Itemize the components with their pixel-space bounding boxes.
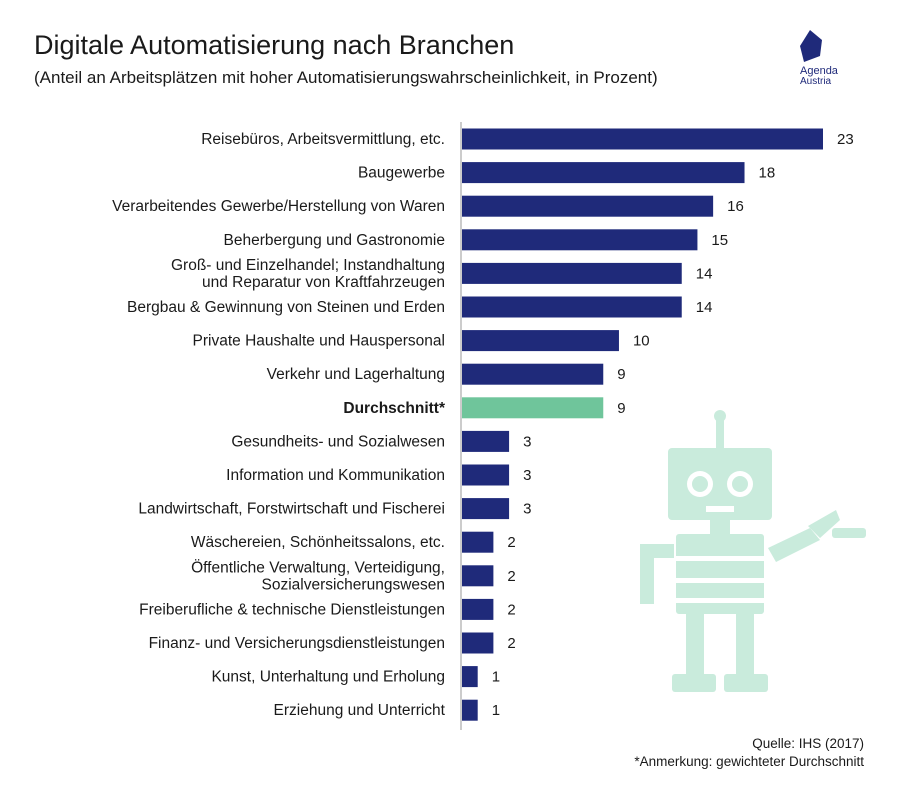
category-label: Wäschereien, Schönheitssalons, etc. — [191, 534, 445, 551]
bar-value-label: 15 — [711, 232, 728, 249]
bar-value-label: 18 — [759, 165, 776, 182]
bar — [462, 296, 682, 318]
agenda-austria-logo: Agenda Austria — [798, 26, 878, 87]
category-label-line: Beherbergung und Gastronomie — [224, 232, 445, 249]
category-label-line: Information und Kommunikation — [226, 467, 445, 484]
category-label: Verarbeitendes Gewerbe/Herstellung von W… — [112, 198, 445, 215]
category-label-line: Öffentliche Verwaltung, Verteidigung, — [191, 558, 445, 576]
bar-value-label: 1 — [492, 669, 500, 686]
bar — [462, 430, 510, 452]
bar-value-label: 1 — [492, 702, 500, 719]
category-label: Finanz- und Versicherungsdienstleistunge… — [149, 635, 445, 652]
bar-value-label: 3 — [523, 501, 531, 518]
bar — [462, 464, 510, 486]
bar — [462, 195, 714, 217]
category-label: Baugewerbe — [358, 165, 445, 182]
bar-value-label: 9 — [617, 400, 625, 417]
category-label: Freiberufliche & technische Dienstleistu… — [139, 601, 445, 618]
bar-value-label: 23 — [837, 131, 854, 148]
category-label: Reisebüros, Arbeitsvermittlung, etc. — [201, 131, 445, 148]
bar — [462, 531, 494, 553]
bar — [462, 363, 604, 385]
bar — [462, 632, 494, 654]
bar-value-label: 2 — [507, 601, 515, 618]
bar-value-label: 2 — [507, 568, 515, 585]
bar-value-label: 9 — [617, 366, 625, 383]
category-label-line: Reisebüros, Arbeitsvermittlung, etc. — [201, 131, 445, 148]
bar-value-label: 3 — [523, 433, 531, 450]
category-label: Bergbau & Gewinnung von Steinen und Erde… — [127, 299, 445, 316]
category-label: Erziehung und Unterricht — [274, 702, 446, 719]
footnote: *Anmerkung: gewichteter Durchschnitt — [634, 754, 864, 769]
category-label: Beherbergung und Gastronomie — [224, 232, 445, 249]
bar — [462, 330, 619, 352]
category-label-line: Landwirtschaft, Forstwirtschaft und Fisc… — [138, 501, 445, 518]
category-label-line: Durchschnitt* — [343, 400, 446, 417]
bar-value-label: 10 — [633, 333, 650, 350]
category-label-line: Verarbeitendes Gewerbe/Herstellung von W… — [112, 198, 445, 215]
category-label-line: und Reparatur von Kraftfahrzeugen — [202, 274, 445, 291]
category-label: Verkehr und Lagerhaltung — [267, 366, 445, 383]
category-label-line: Erziehung und Unterricht — [274, 702, 446, 719]
bar-value-label: 16 — [727, 198, 744, 215]
category-label-line: Verkehr und Lagerhaltung — [267, 366, 445, 383]
chart-subtitle: (Anteil an Arbeitsplätzen mit hoher Auto… — [34, 68, 658, 87]
bar — [462, 162, 745, 184]
category-label-line: Bergbau & Gewinnung von Steinen und Erde… — [127, 299, 445, 316]
bar — [462, 262, 682, 284]
chart-title: Digitale Automatisierung nach Branchen — [34, 30, 515, 60]
bar — [462, 598, 494, 620]
bar-value-label: 2 — [507, 534, 515, 551]
category-label-line: Private Haushalte und Hauspersonal — [193, 333, 445, 350]
category-label: Öffentliche Verwaltung, Verteidigung, Soz… — [191, 558, 445, 593]
category-label-line: Freiberufliche & technische Dienstleistu… — [139, 601, 445, 618]
bar-value-label: 2 — [507, 635, 515, 652]
agenda-austria-logo-icon: Agenda Austria — [800, 30, 839, 87]
category-label-line: Finanz- und Versicherungsdienstleistunge… — [149, 635, 445, 652]
category-label-line: Sozialversicherungswesen — [261, 576, 445, 593]
category-label-line: Wäschereien, Schönheitssalons, etc. — [191, 534, 445, 551]
logo-text-line2: Austria — [800, 76, 832, 86]
category-label: Groß- und Einzelhandel; Instandhaltung un… — [171, 257, 445, 291]
bar-value-label: 14 — [696, 299, 713, 316]
category-label-line: Baugewerbe — [358, 165, 445, 182]
robot-illustration — [640, 410, 866, 692]
bar-value-label: 14 — [696, 265, 713, 282]
category-label: Information und Kommunikation — [226, 467, 445, 484]
category-label: Kunst, Unterhaltung und Erholung — [211, 669, 445, 686]
logo-text-line1: Agenda — [800, 65, 839, 77]
bar — [462, 128, 823, 150]
bar — [462, 229, 698, 251]
bar — [462, 666, 478, 688]
source-note: Quelle: IHS (2017) — [752, 736, 864, 751]
bar — [462, 498, 510, 520]
category-label: Durchschnitt* — [343, 400, 446, 417]
category-label: Private Haushalte und Hauspersonal — [193, 333, 445, 350]
category-label: Gesundheits- und Sozialwesen — [231, 433, 445, 450]
bar-value-label: 3 — [523, 467, 531, 484]
bar — [462, 565, 494, 587]
category-label-line: Gesundheits- und Sozialwesen — [231, 433, 445, 450]
bar — [462, 397, 604, 419]
category-label: Landwirtschaft, Forstwirtschaft und Fisc… — [138, 501, 445, 518]
category-label-line: Kunst, Unterhaltung und Erholung — [211, 669, 445, 686]
bar — [462, 699, 478, 721]
category-label-line: Groß- und Einzelhandel; Instandhaltung — [171, 257, 445, 274]
